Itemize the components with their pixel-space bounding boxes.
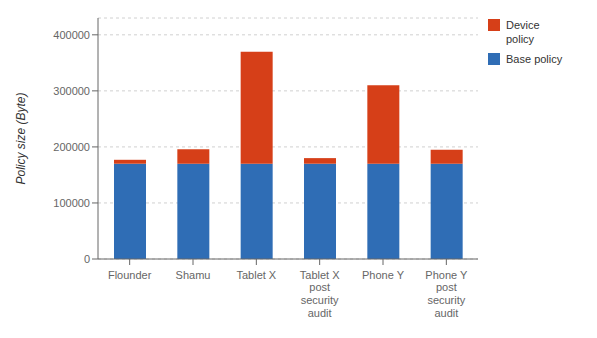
svg-text:400000: 400000 <box>53 29 90 41</box>
html-text:Device policy: Device policy <box>506 19 540 45</box>
svg-text:Policy size (Byte): Policy size (Byte) <box>14 92 28 184</box>
svg-text:Tablet X: Tablet X <box>236 269 276 281</box>
svg-text:Tablet Xpostsecurityaudit: Tablet Xpostsecurityaudit <box>300 269 340 319</box>
svg-text:Phone Y: Phone Y <box>362 269 405 281</box>
svg-text:0: 0 <box>84 253 90 265</box>
svg-text:Shamu: Shamu <box>176 269 211 281</box>
svg-text:300000: 300000 <box>53 85 90 97</box>
svg-text:200000: 200000 <box>53 141 90 153</box>
svg-text:100000: 100000 <box>53 197 90 209</box>
svg-text:Flounder: Flounder <box>108 269 152 281</box>
html-text:Base policy: Base policy <box>506 53 563 65</box>
svg-text:Phone Ypostsecurityaudit: Phone Ypostsecurityaudit <box>425 269 468 319</box>
